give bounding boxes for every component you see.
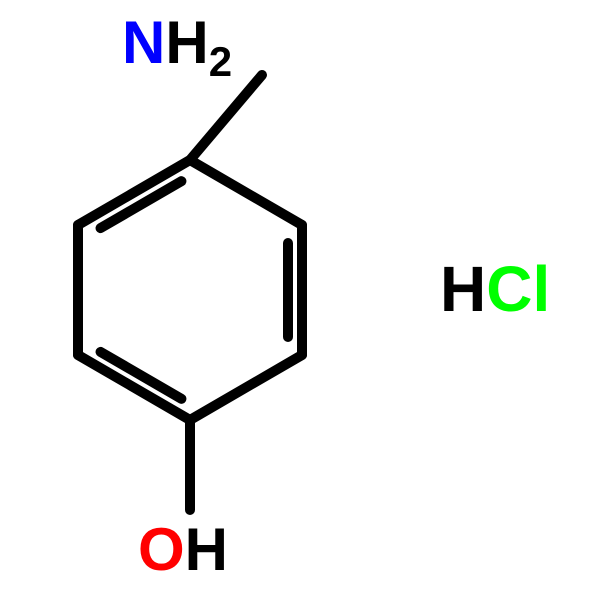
h-atom: H bbox=[440, 253, 486, 325]
hcl-label: HCl bbox=[440, 252, 550, 326]
n-atom: N bbox=[122, 9, 165, 76]
o-atom: O bbox=[138, 516, 185, 583]
h-atom: H bbox=[185, 516, 228, 583]
nh2-label: NH2 bbox=[122, 8, 232, 86]
cl-atom: Cl bbox=[486, 253, 550, 325]
h-atom: H bbox=[165, 9, 208, 76]
oh-label: OH bbox=[138, 515, 228, 584]
subscript-2: 2 bbox=[209, 38, 232, 85]
